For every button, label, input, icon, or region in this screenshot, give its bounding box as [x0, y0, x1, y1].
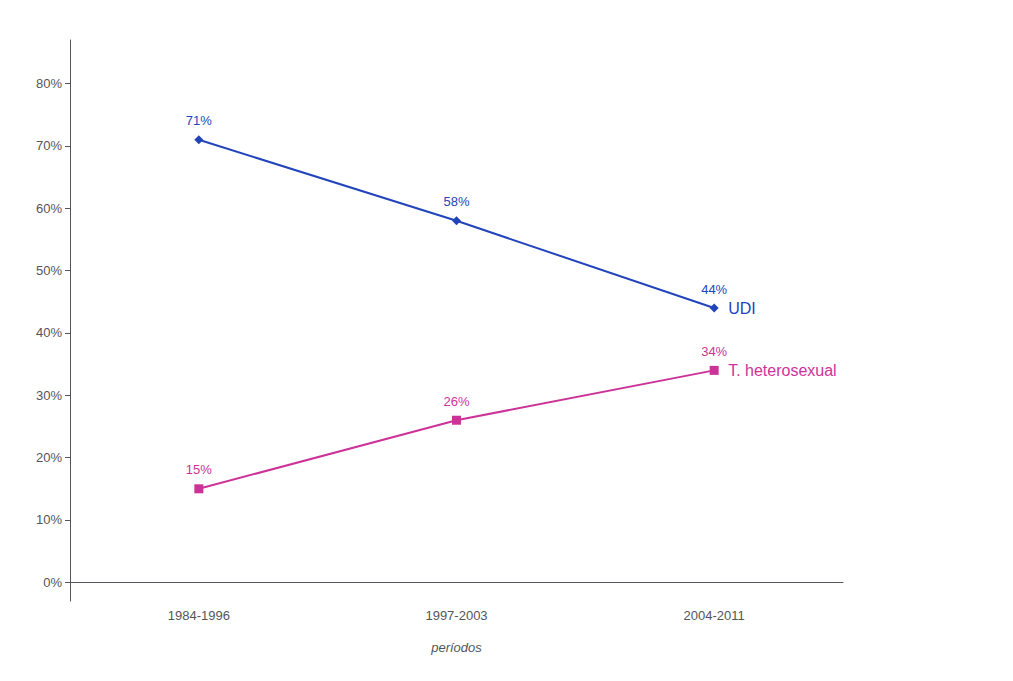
svg-text:0%: 0%: [43, 575, 62, 590]
svg-text:40%: 40%: [36, 325, 62, 340]
svg-text:80%: 80%: [36, 76, 62, 91]
svg-text:10%: 10%: [36, 512, 62, 527]
svg-text:períodos: períodos: [430, 640, 482, 655]
svg-text:60%: 60%: [36, 201, 62, 216]
svg-text:30%: 30%: [36, 388, 62, 403]
svg-text:1997-2003: 1997-2003: [425, 608, 487, 623]
svg-text:2004-2011: 2004-2011: [684, 608, 745, 623]
svg-text:58%: 58%: [443, 194, 469, 209]
svg-text:20%: 20%: [36, 450, 62, 465]
svg-text:T. heterosexual: T. heterosexual: [728, 362, 837, 379]
svg-text:44%: 44%: [701, 282, 727, 297]
svg-text:50%: 50%: [36, 263, 62, 278]
svg-text:70%: 70%: [36, 138, 62, 153]
svg-text:15%: 15%: [186, 462, 212, 477]
svg-text:1984-1996: 1984-1996: [168, 608, 230, 623]
svg-text:71%: 71%: [186, 113, 212, 128]
svg-text:26%: 26%: [443, 394, 469, 409]
svg-text:UDI: UDI: [728, 300, 756, 317]
svg-text:34%: 34%: [701, 344, 727, 359]
